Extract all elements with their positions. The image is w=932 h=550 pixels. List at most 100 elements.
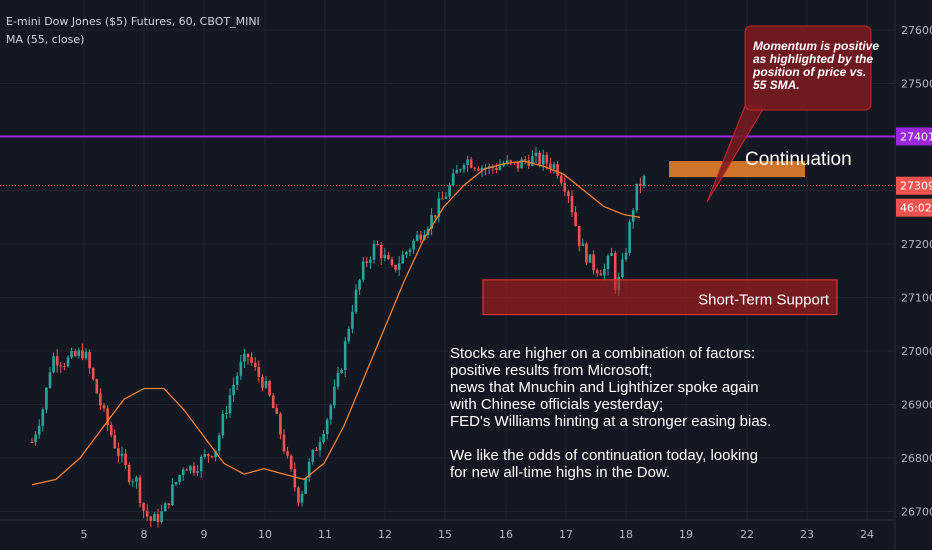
candle bbox=[639, 177, 642, 194]
candle-body bbox=[279, 413, 282, 435]
y-tick-label: 27600 bbox=[901, 24, 932, 37]
candle-body bbox=[199, 456, 203, 472]
candle-body bbox=[163, 503, 167, 512]
symbol-title[interactable]: E-mini Dow Jones ($5) Futures, 60, CBOT_… bbox=[6, 15, 260, 28]
candle-body bbox=[595, 270, 599, 274]
candle-body bbox=[574, 212, 577, 226]
candle-body bbox=[192, 465, 196, 473]
candle-body bbox=[311, 449, 315, 462]
candle bbox=[66, 355, 70, 368]
candle-body bbox=[142, 502, 145, 511]
candle-body bbox=[300, 493, 304, 503]
candle-body bbox=[333, 386, 336, 406]
candle-body bbox=[275, 408, 279, 414]
candle bbox=[534, 146, 538, 164]
candle bbox=[160, 504, 163, 524]
x-tick-label: 18 bbox=[619, 528, 633, 541]
candle-body bbox=[437, 198, 441, 217]
candle bbox=[185, 468, 189, 471]
candle bbox=[228, 388, 232, 418]
candle-body bbox=[261, 376, 264, 388]
candle-body bbox=[63, 365, 66, 367]
resistance-price-label-bg bbox=[896, 127, 932, 146]
candle bbox=[117, 442, 120, 463]
candle-body bbox=[307, 461, 311, 478]
candle-body bbox=[73, 351, 77, 357]
candle bbox=[462, 163, 466, 174]
candle bbox=[217, 432, 221, 455]
candle bbox=[448, 182, 451, 199]
candle bbox=[63, 362, 66, 371]
candle-body bbox=[271, 395, 275, 409]
commentary-line: news that Mnuchin and Lighthizer spoke a… bbox=[450, 379, 759, 396]
candle-body bbox=[556, 164, 559, 176]
candle bbox=[469, 156, 473, 169]
candle bbox=[541, 149, 545, 171]
candle bbox=[48, 367, 52, 389]
candle-body bbox=[394, 264, 397, 270]
candle bbox=[59, 362, 63, 374]
countdown-label-bg bbox=[896, 198, 932, 217]
candle-body bbox=[217, 435, 221, 451]
candle-body bbox=[599, 273, 603, 276]
countdown-label: 46:02 bbox=[900, 202, 932, 215]
candle-body bbox=[120, 453, 124, 457]
candle-body bbox=[113, 435, 117, 449]
candle-body bbox=[473, 167, 477, 169]
candle-body bbox=[102, 405, 106, 409]
candle-body bbox=[372, 243, 376, 260]
candle-body bbox=[523, 159, 527, 161]
candle-body bbox=[444, 196, 448, 199]
y-tick-label: 26900 bbox=[901, 399, 932, 412]
candle-body bbox=[84, 351, 88, 359]
x-tick-label: 24 bbox=[860, 528, 874, 541]
callout-box bbox=[744, 25, 872, 111]
candle bbox=[286, 446, 289, 459]
candle bbox=[545, 151, 549, 170]
candle bbox=[264, 376, 268, 389]
y-tick-label: 26700 bbox=[901, 506, 932, 519]
candle bbox=[372, 239, 376, 264]
candle bbox=[171, 478, 174, 507]
candle bbox=[459, 168, 462, 173]
candle-body bbox=[498, 165, 502, 170]
candle bbox=[246, 353, 250, 365]
candle bbox=[588, 254, 592, 263]
candle-body bbox=[228, 395, 232, 413]
candle bbox=[109, 421, 113, 438]
candle-body bbox=[189, 465, 192, 471]
indicator-label[interactable]: MA (55, close) bbox=[6, 33, 85, 46]
candle-body bbox=[567, 191, 570, 197]
candle-body bbox=[131, 481, 135, 483]
candle-body bbox=[232, 384, 235, 396]
candle-body bbox=[505, 160, 509, 164]
candle bbox=[113, 429, 117, 450]
candle-body bbox=[516, 162, 520, 169]
candle-body bbox=[315, 449, 318, 451]
candle bbox=[163, 502, 167, 512]
candle-body bbox=[203, 454, 207, 457]
candle-body bbox=[570, 196, 574, 213]
candle bbox=[52, 352, 55, 374]
candle bbox=[102, 402, 106, 412]
candle bbox=[415, 230, 419, 242]
x-tick-label: 5 bbox=[81, 528, 88, 541]
candle-body bbox=[365, 261, 369, 263]
candle bbox=[207, 453, 210, 463]
candle-body bbox=[55, 356, 59, 366]
candle-body bbox=[549, 163, 552, 169]
candle bbox=[131, 478, 135, 488]
candle bbox=[585, 242, 588, 265]
y-tick-label: 27200 bbox=[901, 238, 932, 251]
x-tick-label: 23 bbox=[800, 528, 814, 541]
candle-body bbox=[480, 167, 484, 171]
candle bbox=[451, 168, 455, 187]
candle-body bbox=[289, 455, 293, 470]
callout-text-line: as highlighted by the bbox=[753, 52, 873, 66]
candle-body bbox=[318, 442, 322, 451]
resistance-price-label: 27401 bbox=[900, 130, 932, 143]
candle bbox=[30, 437, 34, 443]
candle bbox=[408, 247, 412, 256]
candle bbox=[199, 454, 203, 479]
